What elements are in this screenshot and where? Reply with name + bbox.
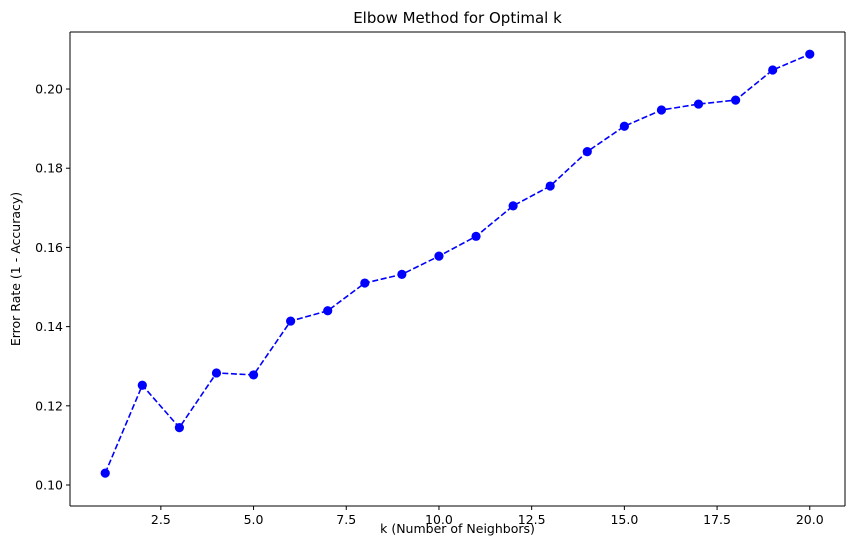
y-tick-label: 0.14 [35, 319, 63, 334]
y-axis: 0.10 0.12 0.14 0.16 0.18 0.20 [35, 82, 70, 493]
data-point [471, 231, 481, 241]
x-axis: 2.5 5.0 7.5 10.0 12.5 15.0 17.5 20.0 [151, 506, 824, 527]
data-point [100, 468, 110, 478]
data-point [656, 105, 667, 115]
data-point [434, 251, 444, 261]
data-point [286, 316, 296, 326]
x-tick-label: 2.5 [151, 512, 171, 527]
chart-title: Elbow Method for Optimal k [353, 9, 562, 27]
data-point [582, 146, 592, 157]
x-tick-label: 15.0 [610, 512, 638, 527]
y-tick-label: 0.20 [35, 82, 63, 97]
plot-frame [69, 31, 846, 507]
plot-area [70, 32, 845, 506]
data-point [619, 121, 629, 131]
data-point [360, 278, 370, 288]
y-axis-label: Error Rate (1 - Accuracy) [8, 192, 23, 346]
y-tick-label: 0.16 [35, 240, 63, 255]
y-tick-label: 0.12 [35, 398, 63, 413]
x-tick-label: 5.0 [244, 512, 264, 527]
data-point [397, 269, 407, 279]
x-tick-label: 12.5 [518, 512, 546, 527]
series-layer [100, 49, 815, 478]
data-point [545, 181, 555, 191]
x-tick-label: 17.5 [703, 512, 731, 527]
x-tick-label: 10.0 [425, 512, 453, 527]
data-point [137, 380, 147, 390]
data-point [768, 65, 778, 75]
y-tick-label: 0.10 [35, 478, 63, 493]
data-point [805, 49, 815, 59]
x-tick-label: 20.0 [796, 512, 824, 527]
data-point [174, 422, 184, 433]
data-point [508, 201, 518, 211]
x-axis-label: k (Number of Neighbors) [380, 521, 535, 536]
data-point [211, 368, 222, 378]
series-line [104, 53, 811, 474]
data-point [248, 370, 259, 380]
data-point [323, 306, 333, 316]
data-point [731, 95, 741, 105]
y-tick-label: 0.18 [35, 161, 63, 176]
x-tick-label: 7.5 [336, 512, 356, 527]
data-point [693, 99, 704, 109]
